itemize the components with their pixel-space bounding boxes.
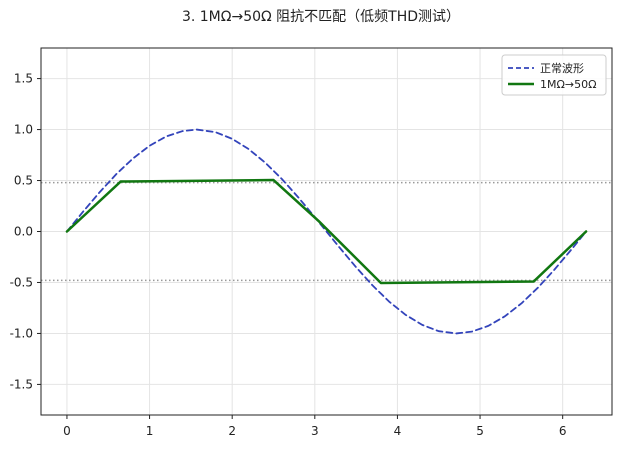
y-tick-label: -1.0 <box>10 326 33 340</box>
legend: 正常波形 1MΩ→50Ω <box>501 54 607 96</box>
y-tick-label: 0.5 <box>14 174 33 188</box>
series-line-normal <box>66 128 587 335</box>
legend-label: 1MΩ→50Ω <box>540 78 597 91</box>
y-tick-label: -0.5 <box>10 275 33 289</box>
x-tick-label: 2 <box>228 424 236 438</box>
x-tick-label: 0 <box>63 424 71 438</box>
series-line-mismatch <box>65 178 588 285</box>
x-tick-label: 5 <box>476 424 484 438</box>
x-tick-label: 6 <box>559 424 567 438</box>
series-lines <box>65 128 588 335</box>
x-axis: 0 1 2 3 4 5 6 <box>63 415 566 438</box>
y-tick-label: -1.5 <box>10 377 33 391</box>
x-tick-label: 4 <box>394 424 402 438</box>
x-tick-label: 1 <box>146 424 154 438</box>
chart-title: 3. 1MΩ→50Ω 阻抗不匹配（低频THD测试） <box>182 9 460 25</box>
reference-lines <box>41 181 612 282</box>
y-axis: -1.5 -1.0 -0.5 0.0 0.5 1.0 1.5 <box>10 72 41 391</box>
x-tick-label: 3 <box>311 424 319 438</box>
legend-label: 正常波形 <box>540 62 584 75</box>
y-tick-label: 1.5 <box>14 72 33 86</box>
y-tick-label: 0.0 <box>14 225 33 239</box>
y-tick-label: 1.0 <box>14 123 33 137</box>
